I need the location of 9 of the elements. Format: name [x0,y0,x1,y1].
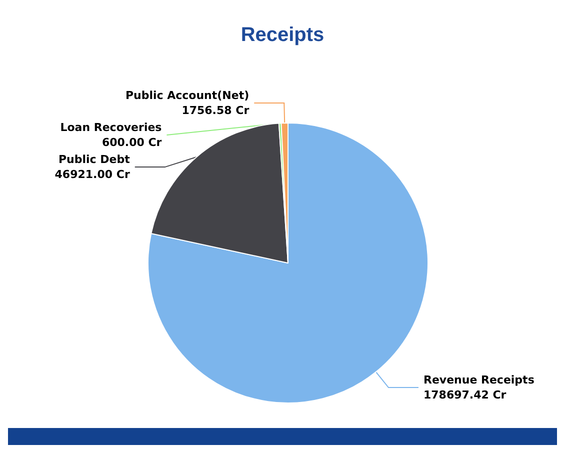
slice-label: Revenue Receipts [423,374,535,387]
slice-label: Public Account(Net) [125,89,250,102]
chart-title: Receipts [240,24,324,46]
data-label: 600.00 Cr [102,136,162,150]
slice-label: Loan Recoveries [60,121,162,134]
data-label: 178697.42 Cr [423,388,507,402]
slice-label: Public Debt [58,153,130,166]
data-label: 46921.00 Cr [54,168,130,182]
data-label: 1756.58 Cr [182,104,250,118]
